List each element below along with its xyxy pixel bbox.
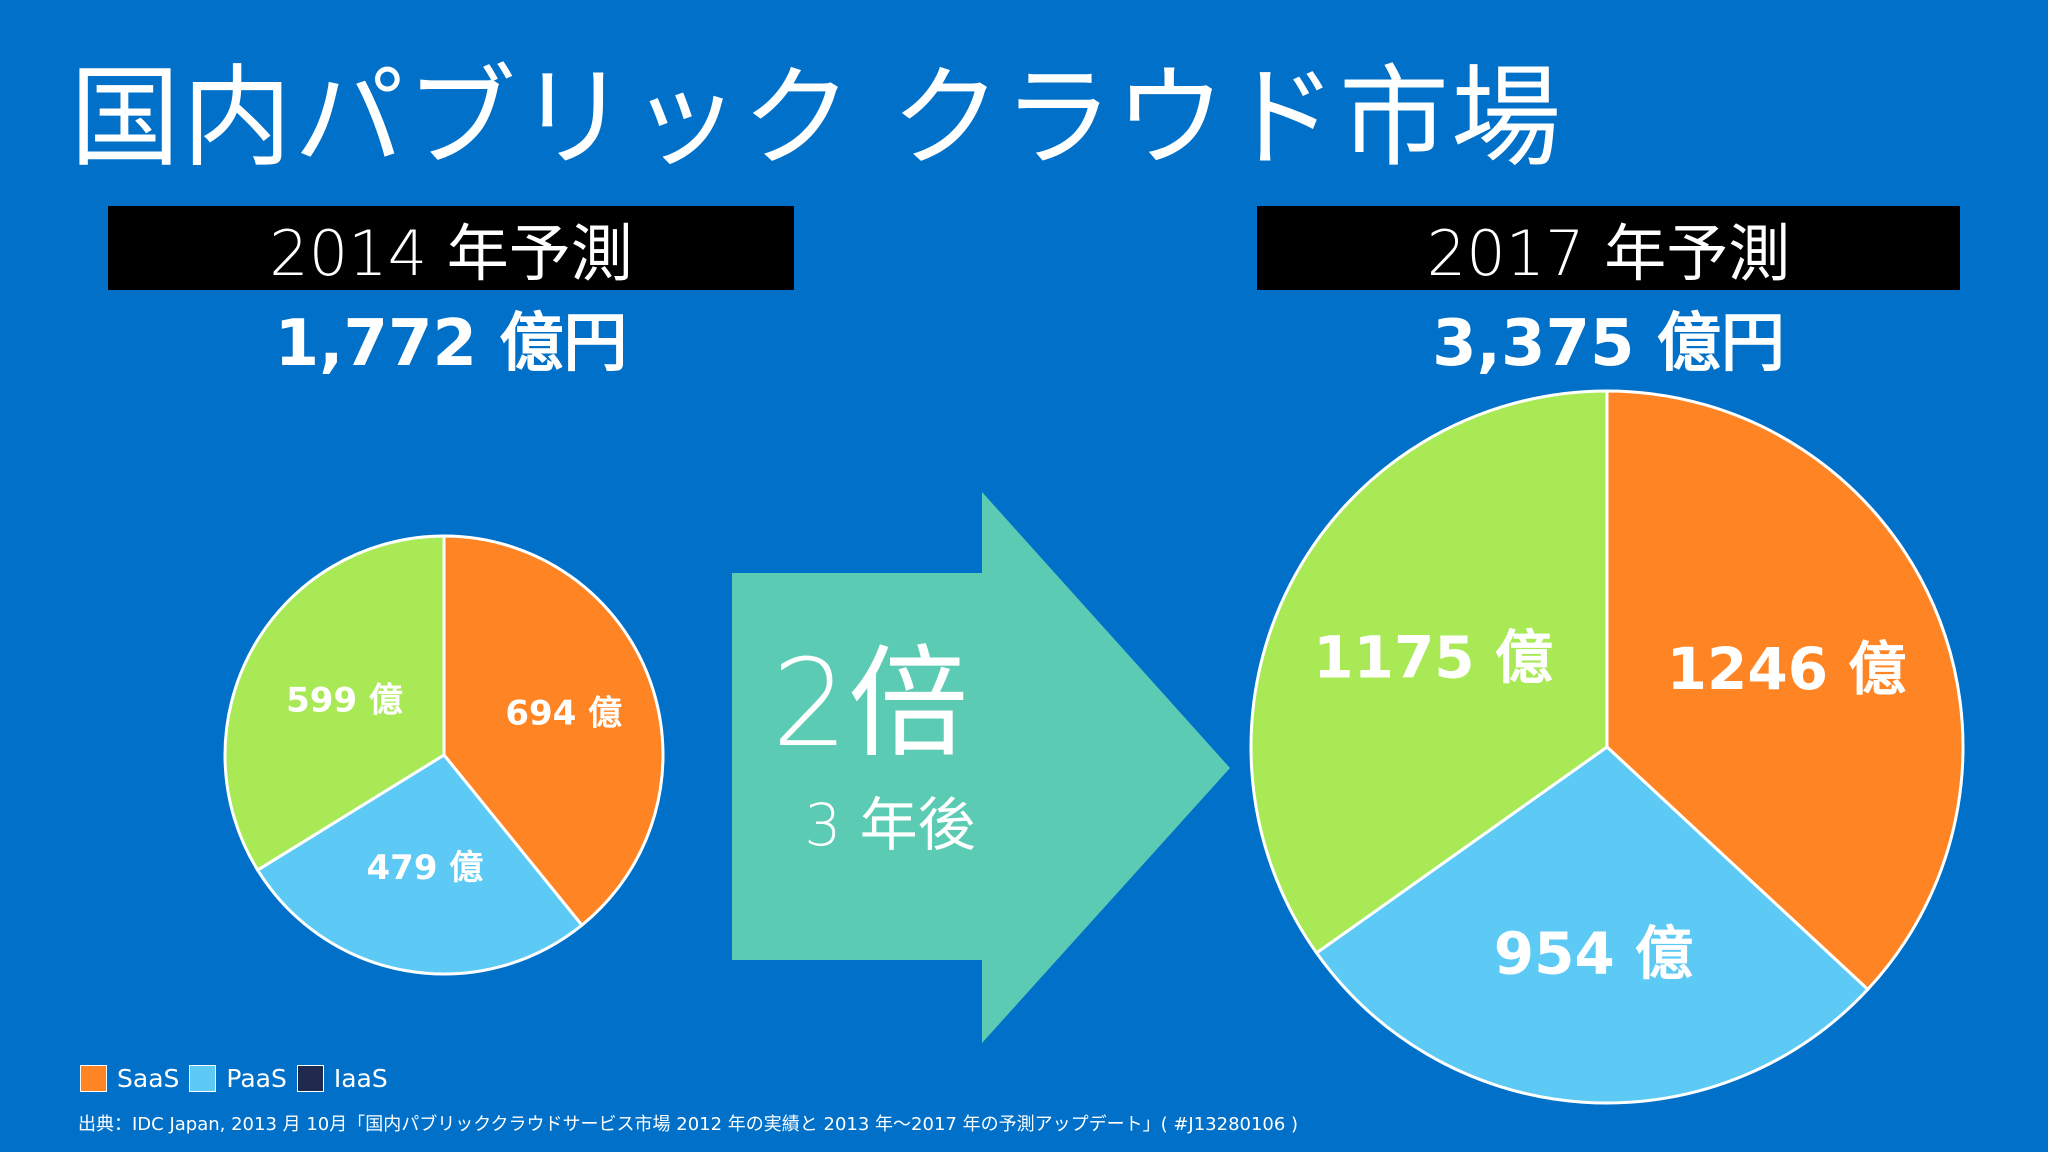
legend-item-saas: SaaS xyxy=(80,1064,179,1093)
legend: SaaS PaaS IaaS xyxy=(80,1064,398,1093)
pie-chart-2017: 1246 億 954 億 1175 億 xyxy=(1249,389,1965,1105)
right-total: 3,375 億円 xyxy=(1432,307,1785,381)
pie-slice-label: 599 億 xyxy=(286,680,403,720)
page-title: 国内パブリック クラウド市場 xyxy=(70,54,1563,182)
left-total: 1,772 億円 xyxy=(274,307,628,381)
pie-slice-label: 479 億 xyxy=(367,848,484,888)
legend-swatch-paas xyxy=(189,1065,217,1092)
pie-slice xyxy=(1605,389,1965,992)
pie-slice xyxy=(255,753,584,976)
multiplier-label: 2倍 xyxy=(772,635,968,774)
pie-slice xyxy=(1249,389,1609,955)
pie-slice-label: 1246 億 xyxy=(1667,635,1907,703)
pie-slice-label: 1175 億 xyxy=(1313,623,1553,691)
source-citation: 出典：IDC Japan, 2013 月 10月「国内パブリッククラウドサービス… xyxy=(78,1114,1299,1135)
left-year-label: 2014 年予測 xyxy=(108,206,794,290)
right-year-label: 2017 年予測 xyxy=(1257,206,1960,290)
legend-label-iaas: IaaS xyxy=(333,1064,388,1093)
legend-swatch-iaas xyxy=(296,1065,324,1092)
legend-label-saas: SaaS xyxy=(117,1064,180,1093)
pie-slice xyxy=(442,534,665,928)
pie-chart-2014: 694 億 479 億 599 億 xyxy=(223,534,665,976)
pie-slice xyxy=(1314,745,1870,1105)
pie-slice-label: 694 億 xyxy=(505,693,622,733)
legend-item-iaas: IaaS xyxy=(296,1064,388,1093)
pie-slice-label: 954 億 xyxy=(1494,919,1693,987)
legend-swatch-saas xyxy=(80,1065,107,1092)
period-label: 3 年後 xyxy=(804,791,975,859)
growth-arrow: 2倍 3 年後 xyxy=(732,492,1230,1043)
arrow-shape xyxy=(732,492,1230,1043)
legend-item-paas: PaaS xyxy=(189,1064,287,1093)
legend-label-paas: PaaS xyxy=(226,1064,287,1093)
pie-slice xyxy=(223,534,446,873)
